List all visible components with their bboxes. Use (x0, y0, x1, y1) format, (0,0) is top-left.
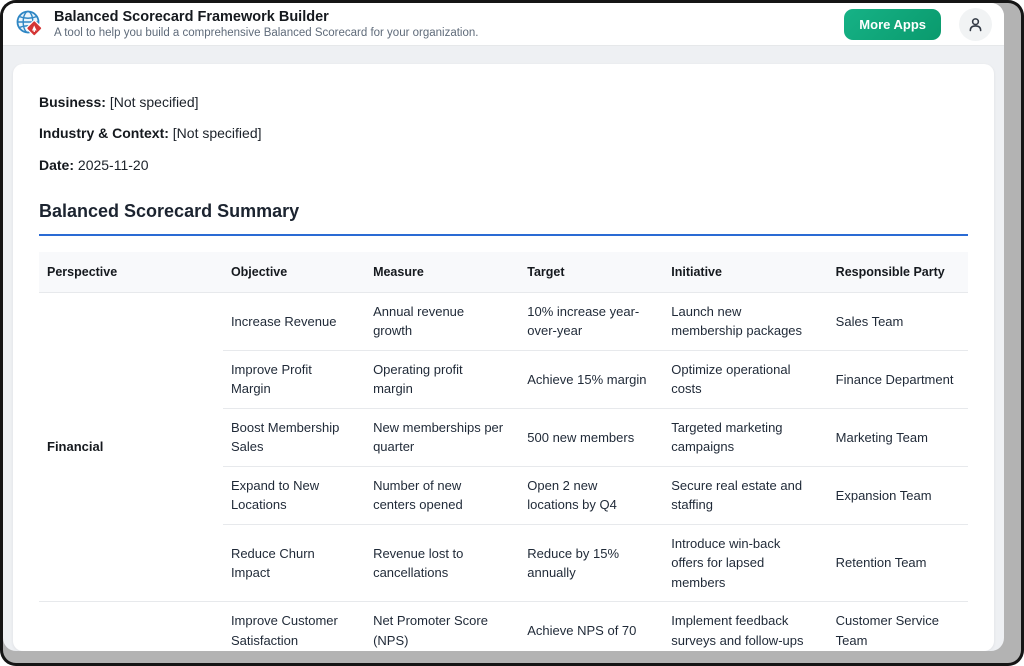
content-card: Business: [Not specified] Industry & Con… (13, 64, 994, 651)
more-apps-button[interactable]: More Apps (844, 8, 941, 40)
table-cell: Sales Team (827, 292, 968, 351)
scorecard-table: Perspective Objective Measure Target Initiat… (39, 251, 968, 651)
table-cell: Introduce win-back offers for lapsed mem… (663, 524, 828, 603)
table-cell: Open 2 new locations by Q4 (519, 466, 664, 525)
table-cell: Achieve NPS of 70 (519, 601, 664, 651)
table-cell: Reduce by 15% annually (519, 524, 664, 603)
column-header: Target (519, 251, 664, 293)
table-cell: 500 new members (519, 408, 664, 467)
column-header: Responsible Party (827, 251, 968, 293)
date-line: Date: 2025-11-20 (39, 155, 968, 175)
table-row: Improve Customer Satisfaction Net Promote… (39, 601, 968, 651)
table-row: Expand to New Locations Number of new cen… (39, 466, 968, 525)
column-header: Perspective (39, 251, 223, 293)
table-cell: New memberships per quarter (365, 408, 520, 467)
table-header-row: Perspective Objective Measure Target Initiat… (39, 251, 968, 293)
column-header: Objective (222, 251, 366, 293)
table-cell: Increase Revenue (222, 292, 366, 351)
section-heading: Balanced Scorecard Summary (39, 201, 968, 236)
table-cell: 10% increase year-over-year (519, 292, 664, 351)
table-cell: Improve Profit Margin (222, 350, 366, 409)
profile-button[interactable] (959, 7, 992, 41)
date-label: Date: (39, 156, 75, 173)
table-row: Financial Increase Revenue Annual revenue … (39, 292, 968, 603)
table-cell: Customer Service Team (827, 601, 968, 651)
table-row: Improve Profit Margin Operating profit ma… (39, 350, 968, 409)
table-cell: Boost Membership Sales (222, 408, 366, 467)
date-value: 2025-11-20 (77, 156, 149, 173)
app-window: Balanced Scorecard Framework Builder A t… (3, 3, 1004, 651)
table-cell: Revenue lost to cancellations (365, 524, 520, 603)
industry-label: Industry & Context: (39, 125, 169, 142)
table-cell: Number of new centers opened (365, 466, 520, 525)
table-cell: Secure real estate and staffing (663, 466, 828, 525)
perspective-cell: Financial (39, 292, 223, 603)
column-header: Measure (365, 251, 520, 293)
table-cell: Retention Team (827, 524, 968, 603)
app-logo-icon (15, 9, 45, 39)
table-row: Reduce Churn Impact Revenue lost to cance… (39, 524, 968, 603)
table-cell: Expansion Team (827, 466, 968, 525)
business-label: Business: (39, 94, 106, 110)
table-cell: Finance Department (827, 350, 968, 409)
table-cell: Operating profit margin (365, 350, 520, 409)
column-header: Initiative (663, 251, 828, 293)
industry-line: Industry & Context: [Not specified] (39, 123, 968, 143)
table-cell: Optimize operational costs (663, 350, 828, 409)
app-title: Balanced Scorecard Framework Builder (54, 8, 329, 25)
table-cell: Improve Customer Satisfaction (222, 601, 366, 651)
scorecard-table-body: Financial Increase Revenue Annual revenue … (39, 292, 968, 651)
page-body: Business: [Not specified] Industry & Con… (3, 46, 1004, 651)
table-cell: Net Promoter Score (NPS) (365, 601, 520, 651)
business-line: Business: [Not specified] (39, 92, 968, 112)
table-cell: Launch new membership packages (663, 292, 828, 351)
table-row: Boost Membership Sales New memberships pe… (39, 408, 968, 467)
business-value: [Not specified] (109, 94, 199, 110)
table-cell: Marketing Team (827, 408, 968, 467)
person-icon (966, 15, 985, 34)
table-cell: Reduce Churn Impact (222, 524, 366, 603)
table-cell: Achieve 15% margin (519, 350, 664, 409)
industry-value: [Not specified] (172, 125, 262, 142)
app-subtitle: A tool to help you build a comprehensive… (54, 26, 479, 39)
table-cell: Expand to New Locations (222, 466, 366, 525)
perspective-cell (39, 601, 223, 651)
table-cell: Annual revenue growth (365, 292, 520, 351)
app-title-block: Balanced Scorecard Framework Builder A t… (54, 8, 835, 41)
table-cell: Targeted marketing campaigns (663, 408, 828, 467)
table-cell: Implement feedback surveys and follow-up… (663, 601, 828, 651)
app-header: Balanced Scorecard Framework Builder A t… (3, 3, 1004, 46)
